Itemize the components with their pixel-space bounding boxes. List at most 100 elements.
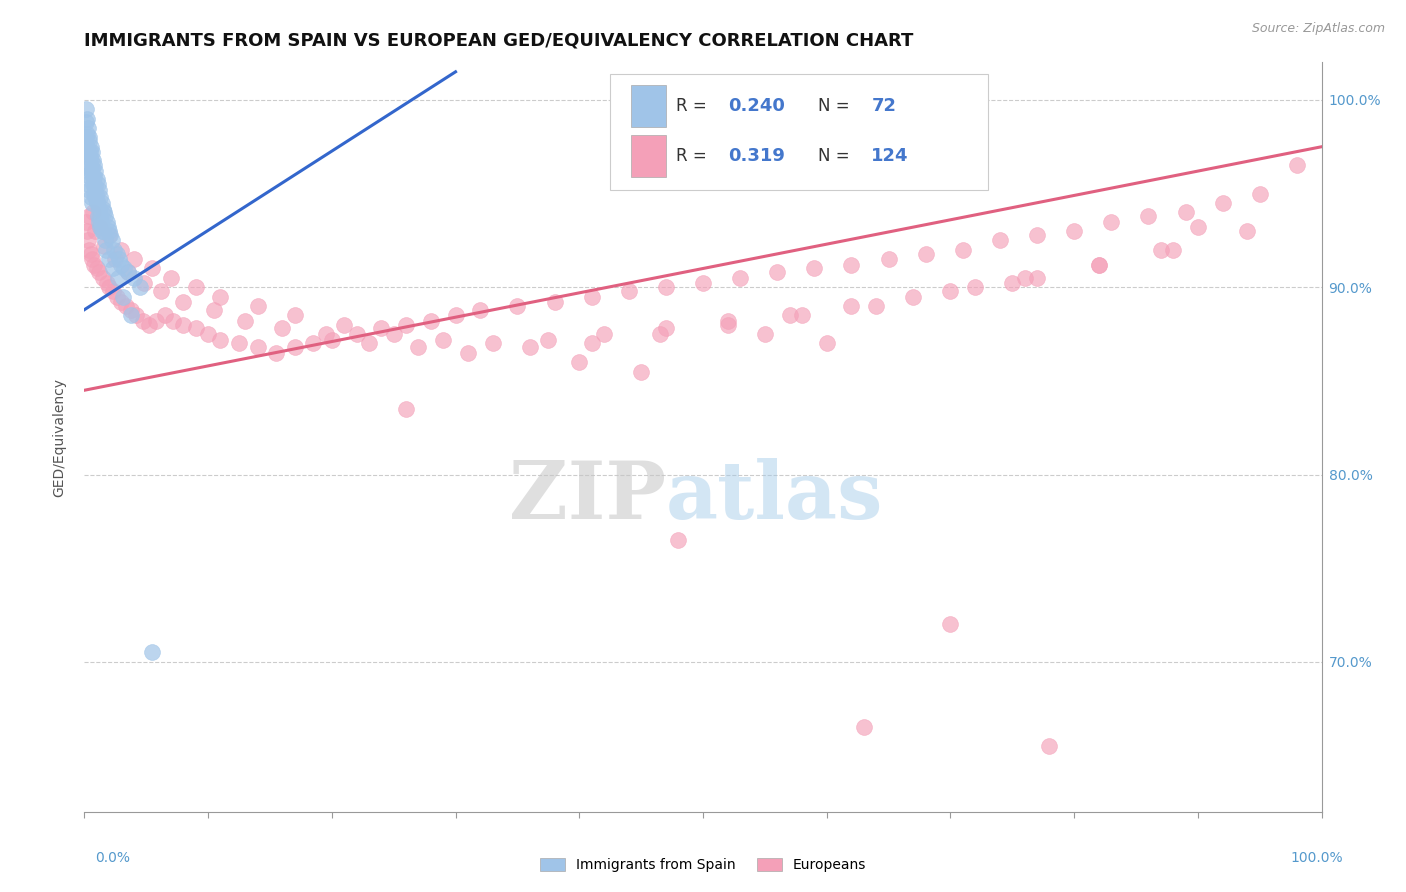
- Point: [80, 168, 103, 182]
- Point: [79, 130, 101, 145]
- Point: [779, 309, 801, 323]
- Point: [209, 289, 232, 303]
- Point: [470, 302, 492, 317]
- Point: [96, 215, 118, 229]
- Point: [91, 224, 114, 238]
- Point: [162, 314, 184, 328]
- Point: [91, 271, 114, 285]
- Point: [841, 299, 863, 313]
- Point: [129, 280, 152, 294]
- Point: [112, 261, 135, 276]
- Y-axis label: GED/Equivalency: GED/Equivalency: [52, 377, 66, 497]
- Point: [1026, 271, 1049, 285]
- Point: [86, 194, 108, 208]
- Point: [815, 336, 838, 351]
- Point: [264, 346, 287, 360]
- Point: [83, 179, 105, 194]
- Point: [83, 186, 105, 201]
- Point: [76, 168, 98, 182]
- Point: [141, 261, 163, 276]
- Point: [76, 127, 98, 141]
- Text: 0.0%: 0.0%: [96, 851, 131, 865]
- Point: [98, 227, 121, 242]
- Point: [98, 280, 121, 294]
- Point: [87, 202, 110, 216]
- Point: [914, 246, 936, 260]
- Point: [117, 265, 139, 279]
- Point: [89, 209, 111, 223]
- Point: [122, 252, 145, 266]
- Point: [630, 365, 652, 379]
- Point: [110, 243, 132, 257]
- Point: [284, 340, 307, 354]
- Point: [80, 145, 103, 160]
- Point: [101, 261, 124, 276]
- Point: [333, 318, 356, 332]
- Legend: Immigrants from Spain, Europeans: Immigrants from Spain, Europeans: [540, 858, 866, 872]
- Text: Source: ZipAtlas.com: Source: ZipAtlas.com: [1251, 22, 1385, 36]
- Point: [82, 205, 104, 219]
- Point: [172, 295, 194, 310]
- Point: [83, 258, 105, 272]
- Point: [184, 280, 207, 294]
- Point: [766, 265, 789, 279]
- Point: [1212, 196, 1234, 211]
- Point: [246, 299, 269, 313]
- FancyBboxPatch shape: [610, 74, 987, 190]
- Point: [1088, 258, 1111, 272]
- Point: [80, 196, 103, 211]
- Point: [79, 139, 101, 153]
- Point: [93, 239, 115, 253]
- Text: atlas: atlas: [666, 458, 883, 536]
- Point: [77, 145, 100, 160]
- Point: [132, 277, 155, 291]
- Point: [89, 215, 111, 229]
- Point: [80, 153, 103, 167]
- Point: [1038, 739, 1060, 754]
- Point: [103, 243, 125, 257]
- Point: [939, 617, 962, 632]
- Point: [519, 340, 541, 354]
- Point: [77, 134, 100, 148]
- Point: [408, 340, 430, 354]
- Point: [87, 209, 110, 223]
- Text: R =: R =: [676, 147, 711, 165]
- Point: [89, 220, 111, 235]
- Point: [1014, 271, 1036, 285]
- Point: [543, 295, 565, 310]
- Text: 124: 124: [872, 147, 908, 165]
- Point: [83, 158, 105, 172]
- Point: [655, 280, 678, 294]
- Point: [432, 333, 454, 347]
- Point: [79, 145, 101, 160]
- Point: [382, 327, 405, 342]
- Point: [939, 284, 962, 298]
- Point: [86, 196, 108, 211]
- Point: [419, 314, 441, 328]
- Point: [481, 336, 503, 351]
- Point: [965, 280, 987, 294]
- Point: [271, 321, 294, 335]
- Point: [77, 178, 100, 192]
- Point: [209, 333, 232, 347]
- Point: [79, 209, 101, 223]
- Point: [84, 224, 107, 238]
- Point: [1099, 215, 1122, 229]
- Point: [82, 178, 104, 192]
- Point: [655, 321, 678, 335]
- Point: [145, 314, 167, 328]
- Point: [315, 327, 337, 342]
- Point: [395, 401, 418, 416]
- Point: [202, 302, 225, 317]
- Point: [125, 309, 148, 323]
- Point: [96, 277, 118, 291]
- Point: [537, 333, 560, 347]
- Text: 0.319: 0.319: [728, 147, 785, 165]
- FancyBboxPatch shape: [631, 86, 666, 127]
- Text: ZIP: ZIP: [509, 458, 666, 536]
- Point: [77, 233, 100, 247]
- Point: [94, 209, 117, 223]
- Text: N =: N =: [818, 147, 855, 165]
- Point: [754, 327, 776, 342]
- Point: [153, 309, 176, 323]
